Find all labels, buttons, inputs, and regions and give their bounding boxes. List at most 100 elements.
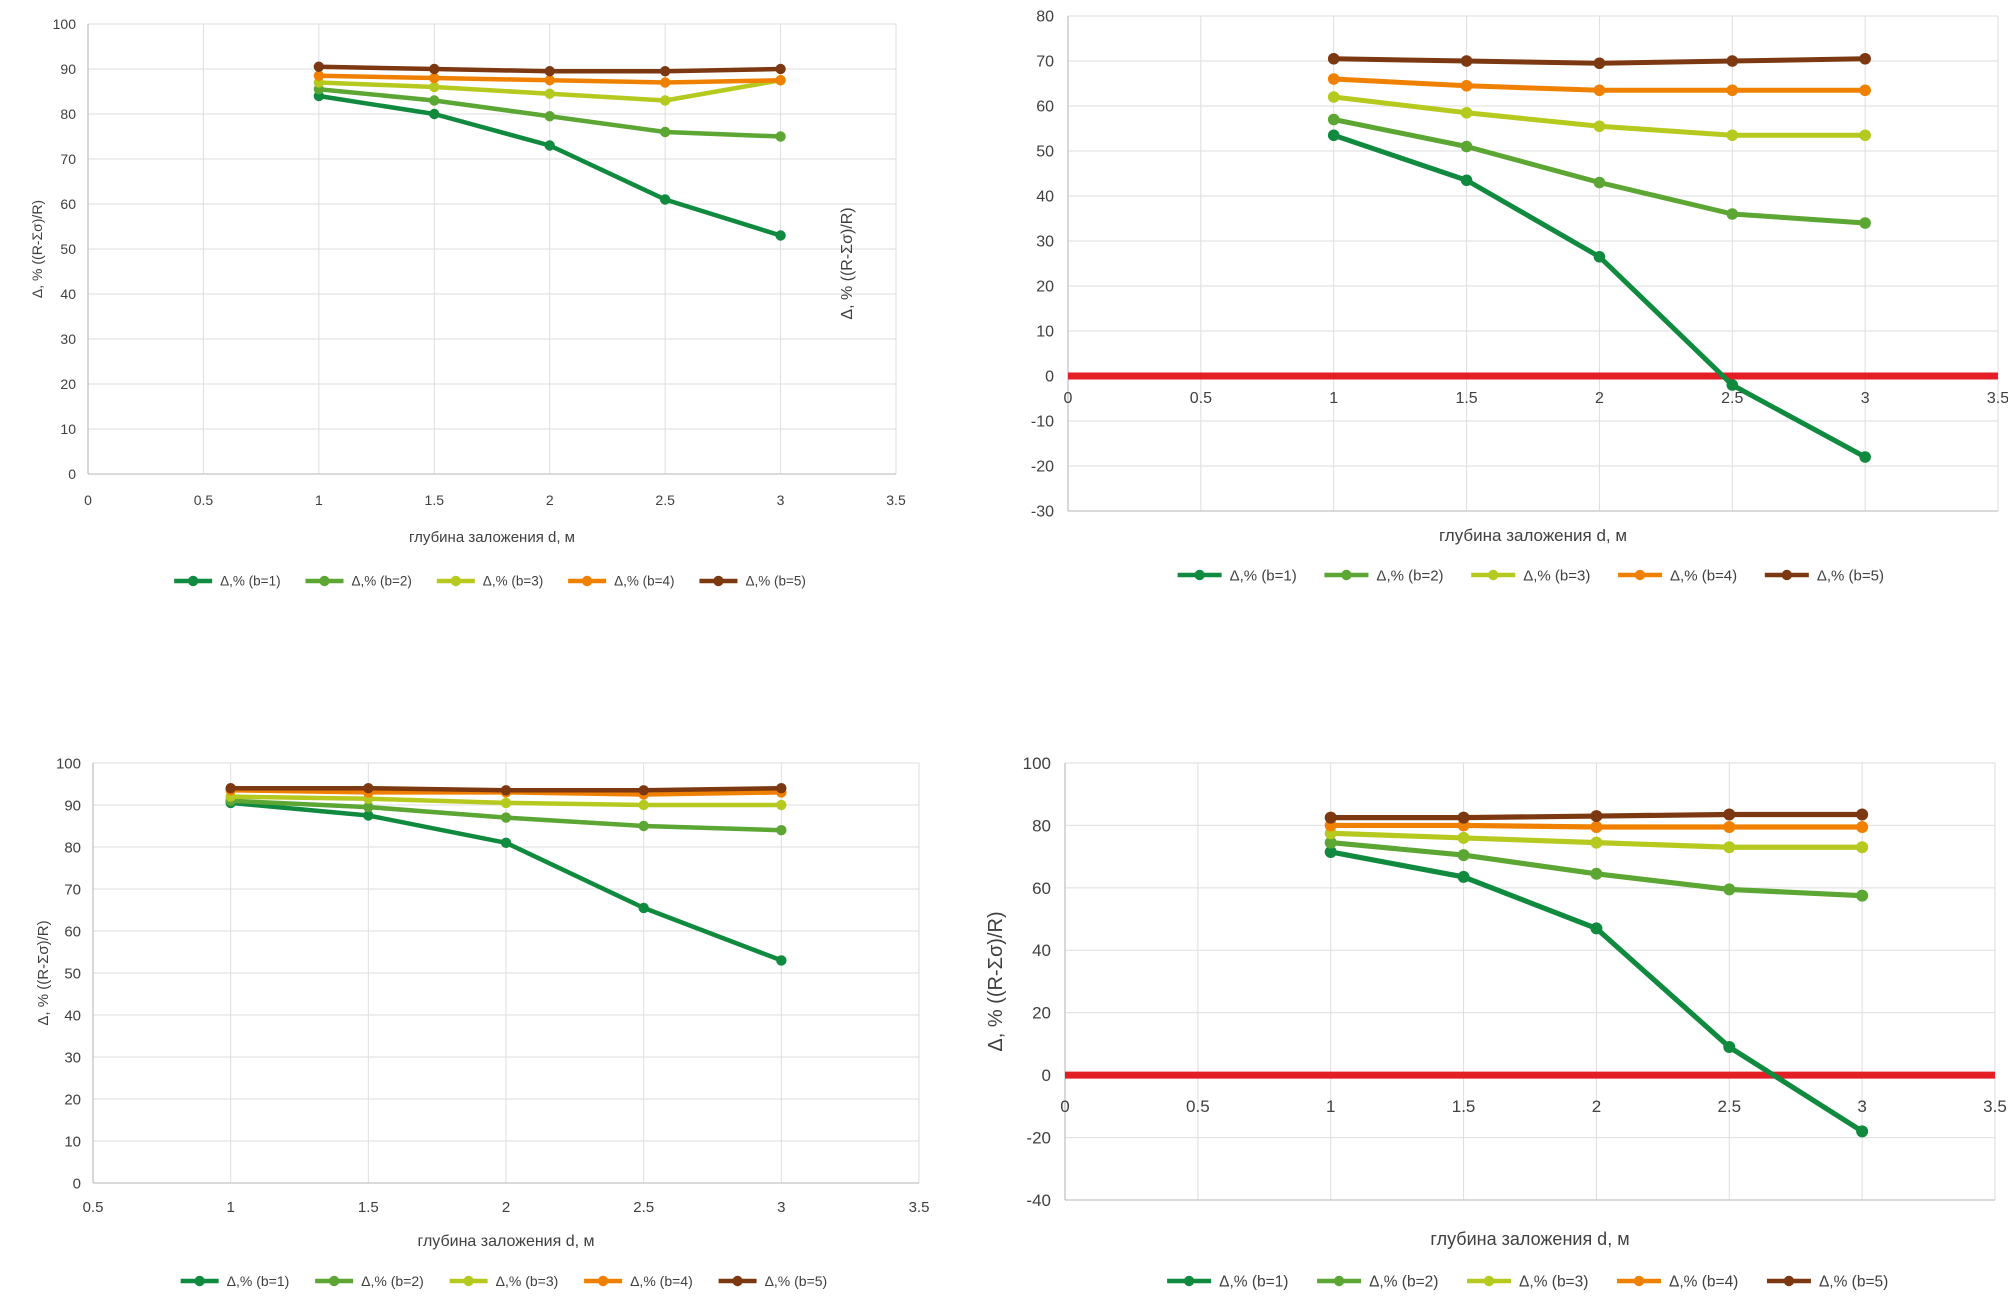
legend-label: Δ,% (b=2) — [351, 574, 411, 589]
y-tick-label: 80 — [60, 106, 76, 122]
data-point — [1723, 1041, 1736, 1054]
data-point — [500, 785, 512, 796]
data-point — [544, 75, 555, 86]
legend: Δ,% (b=1) Δ,% (b=2) Δ,% (b=3) Δ,% (b=4) Δ,% … — [1167, 1273, 1888, 1290]
data-point — [544, 140, 555, 151]
legend-marker-icon — [597, 1275, 609, 1287]
data-point — [1324, 811, 1337, 824]
data-point — [775, 230, 786, 241]
legend-label: Δ,% (b=3) — [496, 1273, 559, 1289]
data-point — [1460, 140, 1473, 153]
data-point — [1723, 883, 1736, 896]
y-axis-title: Δ, % ((R-Σσ)/R) — [35, 920, 52, 1025]
x-tick-label: 3.5 — [1983, 1097, 2007, 1116]
y-tick-labels: 0 10 20 30 40 50 60 70 80 90 100 — [56, 755, 81, 1192]
legend: Δ,% (b=1) Δ,% (b=2) Δ,% (b=3) Δ,% (b=4) Δ,% … — [174, 574, 806, 589]
data-point — [1590, 836, 1603, 849]
x-tick-label: 3.5 — [886, 492, 906, 508]
series-b5 — [1327, 52, 1871, 70]
legend-item-b4: Δ,% (b=4) — [1616, 1273, 1738, 1290]
x-tick-label: 3 — [1861, 390, 1870, 407]
x-tick-label: 2.5 — [655, 492, 675, 508]
data-point — [1457, 811, 1470, 824]
data-point — [429, 95, 440, 106]
legend-item-b1: Δ,% (b=1) — [180, 1273, 289, 1289]
legend-label: Δ,% (b=5) — [1819, 1273, 1888, 1290]
data-point — [1856, 841, 1869, 854]
data-point — [1726, 84, 1739, 97]
legend-label: Δ,% (b=2) — [1369, 1273, 1438, 1290]
data-point — [775, 75, 786, 86]
data-point — [1593, 250, 1606, 263]
chart-top-left: 0 10 20 30 40 50 60 70 80 90 100 0 0.5 1 1.5 2 2.5 3 3.5 гл… — [29, 16, 906, 589]
data-point — [659, 66, 671, 77]
data-point — [544, 88, 555, 99]
x-tick-label: 2 — [1595, 390, 1604, 407]
x-tick-label: 0.5 — [194, 492, 214, 508]
legend-item-b2: Δ,% (b=2) — [1324, 567, 1444, 584]
legend: Δ,% (b=1) Δ,% (b=2) Δ,% (b=3) Δ,% (b=4) Δ,% … — [1177, 567, 1884, 584]
data-point — [1324, 836, 1337, 849]
legend-marker-icon — [732, 1275, 743, 1287]
data-point — [775, 63, 786, 75]
x-tick-label: 1.5 — [358, 1199, 379, 1216]
y-axis-title: Δ, % ((R-Σσ)/R) — [29, 200, 45, 298]
data-point — [1856, 808, 1869, 821]
legend-label: Δ,% (b=3) — [1523, 567, 1590, 584]
y-tick-label: 90 — [64, 797, 81, 814]
y-tick-label: 90 — [60, 61, 76, 77]
data-point — [1723, 808, 1736, 821]
y-tick-label: 40 — [60, 286, 76, 302]
legend-label: Δ,% (b=3) — [483, 574, 543, 589]
data-point — [1593, 176, 1606, 189]
data-point — [1590, 922, 1603, 935]
legend-item-b5: Δ,% (b=5) — [1764, 567, 1884, 584]
data-point — [1327, 129, 1340, 142]
legend-marker-icon — [194, 1275, 205, 1287]
y-tick-label: 70 — [64, 881, 81, 898]
y-tick-label: 60 — [1036, 99, 1054, 116]
y-tick-label: 40 — [1036, 189, 1054, 206]
data-point — [363, 810, 374, 821]
series-b5 — [225, 783, 787, 796]
data-point — [1859, 129, 1871, 142]
legend-marker-icon — [1633, 1275, 1645, 1287]
data-point — [500, 837, 512, 848]
data-point — [1593, 120, 1606, 133]
data-point — [659, 194, 671, 205]
data-point — [1856, 889, 1869, 902]
legend-marker-icon — [1194, 569, 1205, 581]
legend-marker-icon — [1183, 1275, 1195, 1287]
y-tick-label: 0 — [1042, 1066, 1051, 1085]
data-point — [638, 785, 649, 796]
data-point — [1723, 841, 1736, 854]
x-tick-labels: 0 0.5 1 1.5 2 2.5 3 3.5 — [1060, 1097, 2007, 1116]
data-point — [659, 77, 671, 88]
legend-item-b2: Δ,% (b=2) — [315, 1273, 424, 1289]
data-point — [1723, 820, 1736, 833]
y-tick-label: 80 — [1036, 9, 1054, 26]
y-tick-label: -20 — [1026, 1129, 1051, 1148]
data-point — [659, 95, 671, 106]
series-b3 — [1327, 91, 1871, 142]
legend-label: Δ,% (b=1) — [220, 574, 280, 589]
data-point — [1460, 174, 1473, 187]
x-tick-label: 0 — [1060, 1097, 1069, 1116]
x-axis-title: глубина заложения d, м — [1439, 526, 1627, 545]
data-point — [313, 70, 325, 81]
legend-marker-icon — [1341, 569, 1352, 581]
x-tick-labels: 0 0.5 1 1.5 2 2.5 3 3.5 — [84, 492, 906, 508]
y-tick-label: 40 — [1032, 941, 1051, 960]
legend-marker-icon — [1634, 569, 1646, 581]
legend-item-b3: Δ,% (b=3) — [1471, 567, 1590, 584]
legend: Δ,% (b=1) Δ,% (b=2) Δ,% (b=3) Δ,% (b=4) Δ,% … — [180, 1273, 827, 1289]
x-axis-title: глубина заложения d, м — [409, 529, 575, 546]
gridlines — [93, 762, 920, 1184]
data-point — [1856, 820, 1869, 833]
x-tick-label: 0 — [1064, 390, 1073, 407]
data-point — [1457, 870, 1470, 883]
data-point — [1327, 73, 1340, 85]
legend-label: Δ,% (b=2) — [361, 1273, 424, 1289]
data-point — [775, 131, 786, 142]
